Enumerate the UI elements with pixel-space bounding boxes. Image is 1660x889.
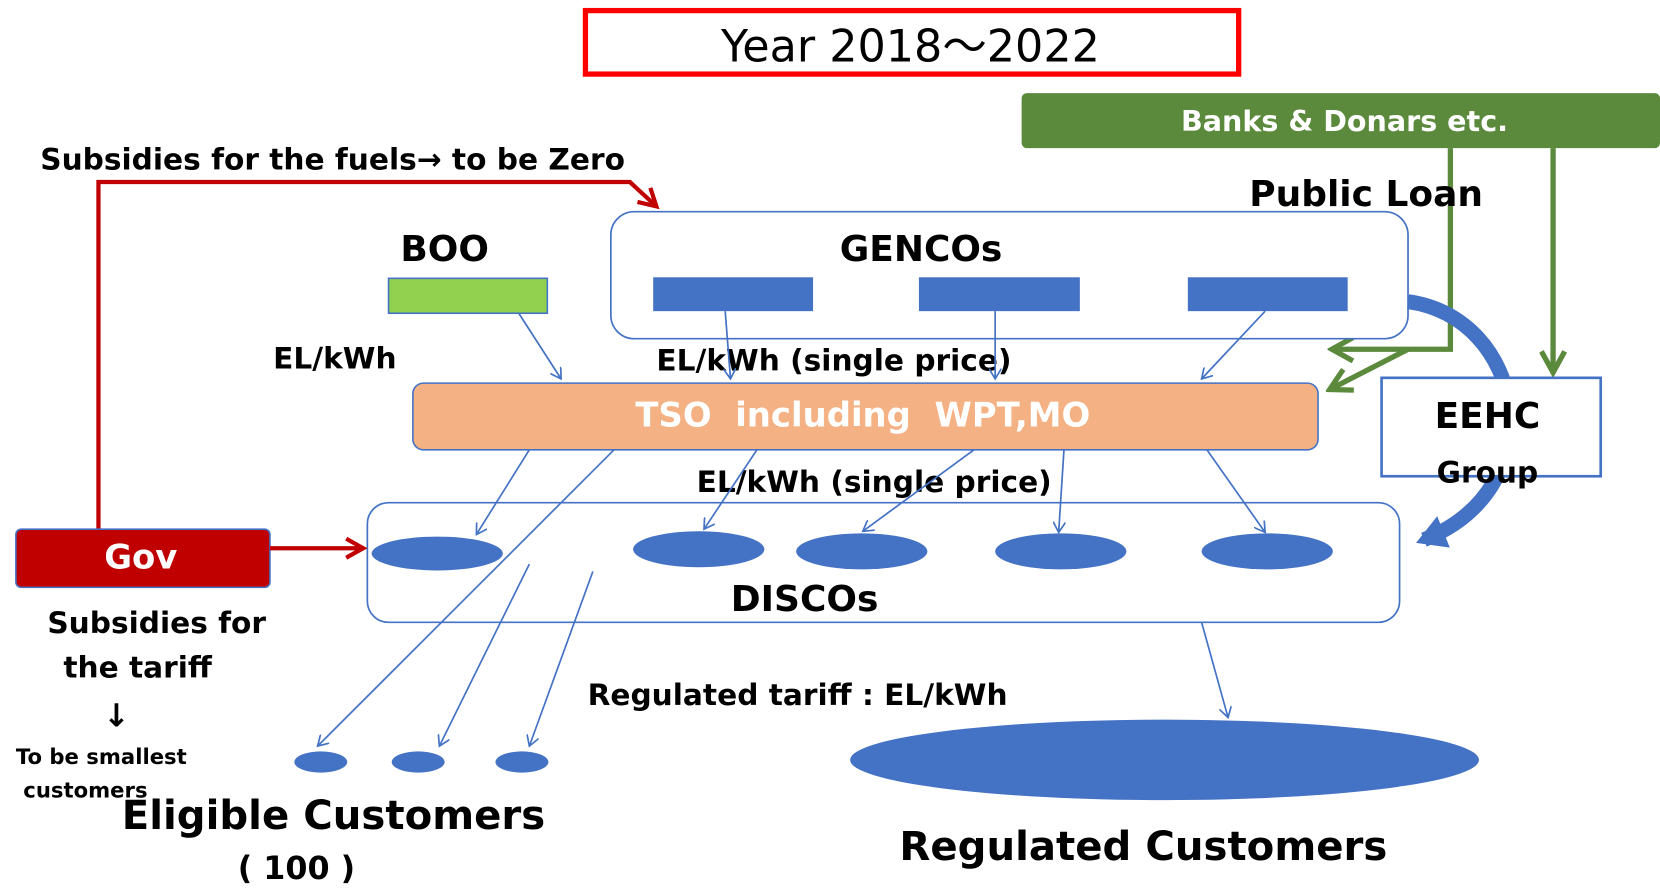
gov-label: Gov xyxy=(104,537,177,576)
banks-box xyxy=(1021,93,1660,149)
gencos-box xyxy=(610,210,1409,340)
disco xyxy=(1201,533,1333,570)
tso-box xyxy=(412,382,1319,451)
disco xyxy=(796,533,928,570)
flow-arrow xyxy=(704,449,758,529)
disco xyxy=(995,533,1127,570)
eligible-count: ( 100 ) xyxy=(238,851,355,887)
flow-arrow xyxy=(1200,622,1228,717)
title-box xyxy=(582,7,1242,77)
genco-plant xyxy=(918,277,1080,312)
discos-label: DISCOs xyxy=(731,579,879,620)
eligible-customer xyxy=(294,751,348,773)
loan-arrow xyxy=(1332,148,1454,349)
loan-arrow xyxy=(1330,346,1410,389)
disco xyxy=(633,531,765,568)
tso-price: EL/kWh (single price) xyxy=(697,464,1052,499)
eligible-customer xyxy=(391,751,445,773)
flow-arrow xyxy=(529,571,594,747)
boo-label: BOO xyxy=(400,229,489,270)
genco-price: EL/kWh (single price) xyxy=(656,342,1011,377)
eehc-label: Group xyxy=(1437,455,1539,490)
eligible-customer xyxy=(495,751,549,773)
flow-arrow xyxy=(1059,449,1064,533)
flow-arrow xyxy=(725,311,730,379)
regulated-tariff: Regulated tariff : EL/kWh xyxy=(588,677,1008,712)
eehc-label: EEHC xyxy=(1435,396,1541,437)
genco-plant xyxy=(653,277,814,312)
tariff-subsidy: Subsidies for xyxy=(47,605,266,640)
tariff-subsidy: To be smallest xyxy=(16,744,187,769)
flow-arrow xyxy=(1202,310,1266,379)
tariff-subsidy: the tariff xyxy=(63,649,213,684)
flow-arrow xyxy=(1206,449,1265,533)
boo-price: EL/kWh xyxy=(273,340,396,375)
banks-label: Banks & Donars etc. xyxy=(1181,104,1508,138)
regulated-label: Regulated Customers xyxy=(899,824,1387,870)
flow-arrow xyxy=(863,449,975,531)
gencos-label: GENCOs xyxy=(840,229,1003,270)
flow-arrow xyxy=(518,312,561,379)
eehc-box xyxy=(1380,376,1603,478)
flow-arrow xyxy=(476,449,531,535)
title: Year 2018～2022 xyxy=(720,22,1100,73)
tariff-subsidy: ↓ xyxy=(103,699,130,735)
eligible-label: Eligible Customers xyxy=(122,793,545,839)
fuel-subsidy: Subsidies for the fuels→ to be Zero xyxy=(40,141,625,176)
flow-arrow xyxy=(439,563,531,746)
boo-plant xyxy=(387,277,549,315)
regulated-customers xyxy=(850,719,1479,801)
subsidy-arrow xyxy=(96,179,656,530)
tariff-subsidy: customers xyxy=(23,778,147,803)
gov-box xyxy=(15,528,271,589)
public-loan: Public Loan xyxy=(1249,174,1483,215)
flow-arrow xyxy=(318,449,615,746)
tso-label: TSO including WPT,MO xyxy=(635,395,1090,434)
genco-plant xyxy=(1187,277,1348,312)
discos-box xyxy=(366,501,1401,624)
disco xyxy=(371,536,503,571)
